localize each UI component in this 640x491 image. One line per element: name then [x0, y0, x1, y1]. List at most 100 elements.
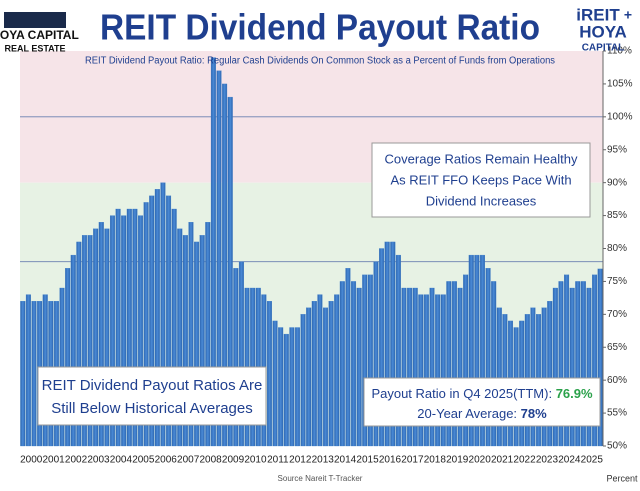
bar: [210, 57, 216, 447]
bar: [199, 235, 205, 447]
logo-right-1: iREIT: [576, 5, 620, 24]
bar: [479, 254, 485, 447]
annotation-text: As REIT FFO Keeps Pace With: [390, 172, 571, 187]
bar: [216, 70, 222, 447]
bar: [418, 294, 424, 447]
bar: [205, 222, 211, 447]
source: Source Nareit T-Tracker: [278, 474, 363, 483]
bar: [575, 281, 581, 447]
x-tick-label: 2016: [379, 455, 402, 466]
annotation-label: 20-Year Average:: [417, 406, 520, 421]
x-tick-label: 2020: [469, 455, 492, 466]
bar: [98, 222, 104, 447]
bar: [547, 301, 553, 447]
y-tick-label: 105%: [607, 79, 633, 90]
bar: [435, 294, 441, 447]
x-tick-label: 2009: [222, 455, 245, 466]
x-tick-label: 2023: [536, 455, 559, 466]
bar: [401, 287, 407, 447]
bar: [485, 268, 491, 447]
bar: [149, 195, 155, 447]
logo-left-sub: REAL ESTATE: [4, 43, 65, 53]
bar: [440, 294, 446, 447]
bar: [31, 301, 37, 447]
logo-right-2: HOYA: [579, 22, 627, 41]
x-tick-label: 2017: [401, 455, 424, 466]
bar: [266, 301, 272, 447]
bar: [227, 96, 233, 447]
bar: [311, 301, 317, 447]
bar: [238, 261, 244, 447]
bar: [233, 268, 239, 447]
bar: [491, 281, 497, 447]
annotation-text: REIT Dividend Payout Ratios Are: [42, 377, 263, 394]
bar: [496, 307, 502, 447]
y-tick-label: 80%: [607, 243, 627, 254]
bar: [76, 241, 82, 447]
y-tick-label: 85%: [607, 210, 627, 221]
x-tick-label: 2011: [267, 455, 289, 466]
x-tick-label: 2004: [110, 455, 133, 466]
bar: [592, 274, 598, 447]
x-tick-label: 2014: [334, 455, 357, 466]
y-axis-label: Percent: [606, 473, 638, 483]
bar: [93, 228, 99, 447]
annotation-box: [37, 366, 267, 426]
bar: [278, 327, 284, 447]
logo-skyline: [4, 12, 66, 28]
y-tick-label: 95%: [607, 144, 627, 155]
bar: [115, 208, 121, 447]
annotation-box: [371, 142, 591, 218]
bar: [356, 287, 362, 447]
bar: [395, 254, 401, 447]
bar: [323, 307, 329, 447]
bar: [177, 228, 183, 447]
bar: [379, 248, 385, 447]
bar: [558, 281, 564, 447]
bar: [446, 281, 452, 447]
bar: [194, 241, 200, 447]
y-tick-label: 90%: [607, 177, 627, 188]
bar: [328, 301, 334, 447]
bar: [463, 274, 469, 447]
y-tick-label: 110%: [607, 46, 632, 57]
bar: [367, 274, 373, 447]
bar: [182, 235, 188, 447]
chart-subtitle: REIT Dividend Payout Ratio: Regular Cash…: [85, 56, 555, 67]
bar: [143, 202, 149, 447]
annotation-text: 20-Year Average: 78%: [417, 406, 547, 421]
annotation-text: Dividend Increases: [426, 193, 537, 208]
bar: [412, 287, 418, 447]
bar: [564, 274, 570, 447]
y-tick-label: 100%: [607, 111, 633, 122]
bar: [166, 195, 172, 447]
bar: [390, 241, 396, 447]
bar: [283, 333, 289, 447]
bar: [300, 314, 306, 447]
x-tick-label: 2015: [356, 455, 379, 466]
annotation-value: 78%: [521, 406, 547, 421]
x-tick-label: 2005: [132, 455, 155, 466]
bar: [407, 287, 413, 447]
bar: [138, 215, 144, 447]
bar: [222, 83, 228, 447]
bar: [457, 287, 463, 447]
bar: [586, 287, 592, 447]
x-tick-label: 2000: [20, 455, 43, 466]
bar: [530, 307, 536, 447]
bar: [351, 281, 357, 447]
bar: [541, 307, 547, 447]
annotation-label: Payout Ratio in Q4 2025(TTM):: [371, 386, 555, 401]
bar: [171, 208, 177, 447]
bar: [65, 268, 71, 447]
bar: [154, 189, 160, 447]
annotation-text: Coverage Ratios Remain Healthy: [385, 151, 578, 166]
bar: [429, 287, 435, 447]
bar: [423, 294, 429, 447]
bar: [474, 254, 480, 447]
bar: [20, 301, 26, 447]
bar: [580, 281, 586, 447]
x-tick-label: 2021: [491, 455, 514, 466]
x-tick-label: 2012: [289, 455, 312, 466]
bar: [294, 327, 300, 447]
